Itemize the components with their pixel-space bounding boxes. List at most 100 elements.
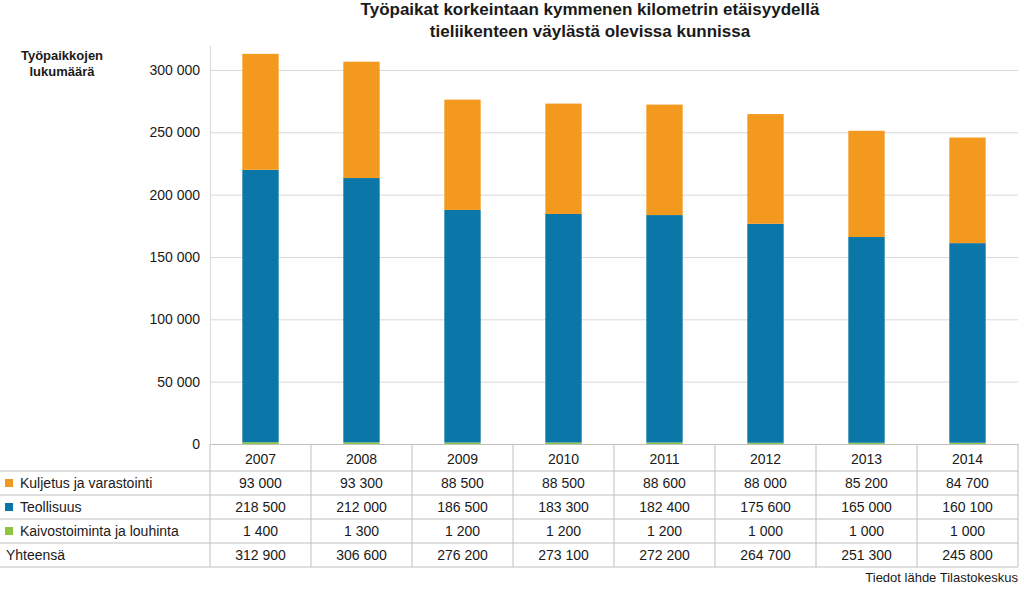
table-value: 85 200	[845, 475, 888, 491]
x-tick: 2008	[346, 444, 377, 467]
y-axis-line	[210, 46, 211, 445]
table-value: 182 400	[639, 499, 690, 515]
bar	[747, 443, 783, 444]
bar	[242, 442, 278, 444]
y-tick-label: 200 000	[149, 187, 200, 203]
table-value: 186 500	[437, 499, 488, 515]
chart: 0 50 000 100 000 150 000 200 000 250 000 300 0…	[0, 0, 1024, 590]
bar	[343, 178, 379, 442]
text-line: lukumäärä	[29, 64, 95, 79]
grid-line	[210, 257, 1018, 258]
bar	[343, 442, 379, 444]
grid-line	[210, 382, 1018, 383]
x-tick-label: 2012	[750, 451, 781, 467]
bar	[545, 443, 581, 444]
table-rule	[614, 444, 615, 567]
bar	[646, 443, 682, 444]
legend-swatch	[5, 479, 13, 487]
table-rule	[0, 495, 1018, 496]
bar	[444, 210, 480, 443]
y-tick: 0	[192, 436, 1018, 452]
table-value: 218 500	[235, 499, 286, 515]
table-rule	[513, 444, 514, 567]
bar	[343, 62, 379, 178]
table-value: 1 300	[344, 523, 379, 539]
y-axis-title: Työpaikkojenlukumäärä	[21, 48, 103, 79]
table-value: 276 200	[437, 547, 488, 563]
table-value: 88 600	[643, 475, 686, 491]
y-tick: 300 000	[149, 62, 1018, 78]
legend-label: Kaivostoiminta ja louhinta	[20, 523, 179, 539]
x-tick-label: 2013	[851, 451, 882, 467]
x-tick: 2014	[952, 444, 983, 467]
y-axis: 0 50 000 100 000 150 000 200 000 250 000 300 0…	[149, 46, 1018, 452]
bar	[848, 237, 884, 443]
text-line: Työpaikkojen	[21, 48, 103, 63]
x-tick: 2012	[750, 444, 781, 467]
table-rule	[0, 567, 1018, 568]
legend-swatch	[5, 527, 13, 535]
table-rule	[917, 444, 918, 567]
bars	[242, 54, 985, 444]
grid-line	[210, 132, 1018, 133]
x-tick: 2009	[447, 444, 478, 467]
y-tick-label: 150 000	[149, 249, 200, 265]
table-rule	[311, 444, 312, 567]
bar	[444, 100, 480, 210]
table-value: 272 200	[639, 547, 690, 563]
table-value: 1 200	[546, 523, 581, 539]
x-tick: 2011	[649, 444, 679, 467]
y-tick: 250 000	[149, 124, 1018, 140]
legend-label: Yhteensä	[6, 547, 65, 563]
bar	[646, 105, 682, 215]
table-value: 312 900	[235, 547, 286, 563]
x-tick-label: 2007	[245, 451, 276, 467]
table-rule	[715, 444, 716, 567]
table-value: 88 500	[542, 475, 585, 491]
y-tick: 100 000	[149, 311, 1018, 327]
table-value: 245 800	[942, 547, 993, 563]
data-table: Kuljetus ja varastointi 93 000 93 300 88 50…	[0, 444, 1018, 567]
legend-label: Kuljetus ja varastointi	[20, 475, 152, 491]
bar	[747, 114, 783, 224]
table-value: 93 000	[239, 475, 282, 491]
bar	[848, 131, 884, 237]
y-tick-label: 300 000	[149, 62, 200, 78]
y-tick: 200 000	[149, 187, 1018, 203]
bar	[545, 104, 581, 214]
x-tick: 2013	[851, 444, 882, 467]
text-line: tieliikenteen väylästä olevissa kunnissa	[430, 22, 751, 41]
y-tick: 50 000	[157, 374, 1018, 390]
table-value: 84 700	[946, 475, 989, 491]
x-tick-label: 2011	[649, 451, 679, 467]
table-value: 273 100	[538, 547, 589, 563]
table-value: 1 000	[950, 523, 985, 539]
y-tick-label: 250 000	[149, 124, 200, 140]
x-tick-label: 2009	[447, 451, 478, 467]
y-tick-label: 50 000	[157, 374, 200, 390]
bar	[848, 443, 884, 444]
table-value: 93 300	[340, 475, 383, 491]
table-rule	[0, 519, 1018, 520]
text-line: Työpaikat korkeintaan kymmenen kilometri…	[361, 0, 820, 19]
y-tick-label: 100 000	[149, 311, 200, 327]
table-value: 175 600	[740, 499, 791, 515]
source: Tiedot lähde Tilastokeskus	[865, 570, 1018, 585]
table-rule	[816, 444, 817, 567]
x-tick-label: 2014	[952, 451, 983, 467]
bar	[949, 243, 985, 443]
bar	[444, 443, 480, 444]
table-rule	[1018, 444, 1019, 567]
bar	[242, 54, 278, 170]
bar	[646, 215, 682, 442]
title: Työpaikat korkeintaan kymmenen kilometri…	[361, 0, 820, 41]
table-rule	[210, 444, 211, 567]
y-tick-label: 0	[192, 436, 200, 452]
legend-label: Teollisuus	[20, 499, 81, 515]
table-value: 1 200	[647, 523, 682, 539]
x-tick-label: 2010	[548, 451, 579, 467]
table-value: 183 300	[538, 499, 589, 515]
bar	[949, 443, 985, 444]
table-value: 160 100	[942, 499, 993, 515]
x-tick: 2007	[245, 444, 276, 467]
